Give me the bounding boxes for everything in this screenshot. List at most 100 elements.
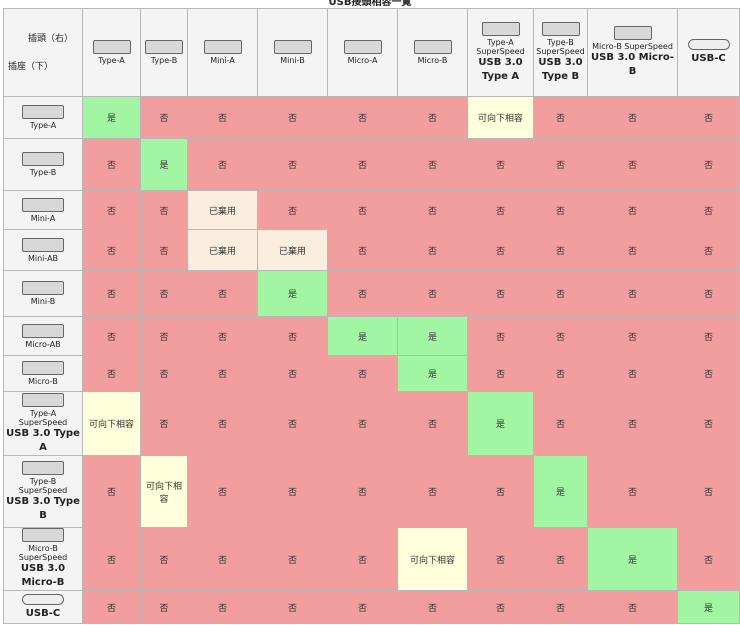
cell: 否	[397, 229, 468, 271]
cell: 否	[257, 590, 328, 624]
caption: Micro-B SuperSpeed	[18, 544, 68, 562]
caption: Micro-A	[347, 56, 378, 65]
caption: Type-B	[150, 56, 178, 65]
connector-icon	[343, 40, 382, 54]
cell: 否	[587, 229, 678, 271]
cell: 否	[82, 270, 141, 317]
socket-label: 插座（下）	[8, 61, 54, 72]
cell: 否	[82, 455, 141, 528]
cell: 否	[677, 138, 740, 191]
cell: 是	[257, 270, 328, 317]
label: USB 3.0 Type A	[6, 427, 80, 453]
cell: 否	[397, 391, 468, 456]
cell: 否	[397, 190, 468, 230]
cell: 否	[140, 355, 188, 392]
row-header: Type-A	[3, 96, 83, 139]
cell: 否	[327, 96, 398, 139]
row-header: Micro-B SuperSpeed USB 3.0 Micro-B	[3, 527, 83, 591]
label: USB 3.0 Type A	[478, 56, 523, 82]
caption: Micro-AB	[25, 339, 61, 349]
connector-icon	[22, 105, 64, 119]
cell: 否	[187, 96, 258, 139]
caption: Mini-A	[30, 213, 56, 223]
row-header: Micro-B	[3, 355, 83, 392]
cell: 否	[677, 527, 740, 591]
cell: 否	[327, 138, 398, 191]
cell: 否	[677, 270, 740, 317]
cell: 否	[257, 355, 328, 392]
connector-icon	[413, 40, 452, 54]
cell: 否	[187, 138, 258, 191]
cell: 否	[187, 270, 258, 317]
cell: 否	[677, 355, 740, 392]
cell: 否	[677, 190, 740, 230]
cell: 否	[677, 455, 740, 528]
column-header: Type-A	[82, 8, 141, 97]
column-header: Type-B	[140, 8, 188, 97]
cell: 可向下相容	[140, 455, 188, 528]
cell: 否	[533, 527, 588, 591]
corner: 插頭（右） 插座（下）	[3, 8, 83, 97]
cell: 否	[187, 391, 258, 456]
cell: 否	[587, 138, 678, 191]
cell: 是	[397, 355, 468, 392]
cell: 否	[140, 527, 188, 591]
cell: 否	[187, 527, 258, 591]
cell: 否	[257, 190, 328, 230]
cell: 否	[397, 455, 468, 528]
row: Mini-AB 否否已棄用 已棄用否否否否否否	[3, 229, 740, 271]
caption: Micro-B	[28, 377, 58, 386]
cell: 否	[467, 270, 534, 317]
cell: 否	[467, 190, 534, 230]
column-header: USB-C	[677, 8, 740, 97]
cell: 否	[677, 391, 740, 456]
cell: 否	[677, 316, 740, 356]
caption: Mini-AB	[27, 253, 59, 263]
cell: 是	[397, 316, 468, 356]
cell: 否	[257, 391, 328, 456]
row-header: Type-A SuperSpeed USB 3.0 Type A	[3, 391, 83, 456]
cell: 否	[82, 316, 141, 356]
cell: 否	[82, 190, 141, 230]
caption: Mini-A	[210, 56, 235, 65]
cell: 否	[82, 527, 141, 591]
cell: 否	[140, 270, 188, 317]
column-header: Micro-A	[327, 8, 398, 97]
cell: 可向下相容	[467, 96, 534, 139]
cell: 已棄用	[187, 229, 258, 271]
cell: 否	[187, 316, 258, 356]
cell: 否	[397, 138, 468, 191]
row: Type-A SuperSpeed USB 3.0 Type A 可向下相容否否否否…	[3, 391, 740, 456]
connector-icon	[22, 237, 64, 252]
column-header: Type-A SuperSpeed USB 3.0 Type A	[467, 8, 534, 97]
cell: 否	[467, 355, 534, 392]
cell: 否	[140, 590, 188, 624]
row: Micro-B SuperSpeed USB 3.0 Micro-B 否否否否否可向…	[3, 527, 740, 591]
caption: Type-B SuperSpeed	[536, 37, 585, 56]
label: USB 3.0 Micro-B	[591, 52, 674, 77]
cell: 否	[327, 590, 398, 624]
connector-icon	[273, 40, 312, 54]
cell: 否	[677, 229, 740, 271]
cell: 否	[467, 229, 534, 271]
connector-icon	[22, 281, 64, 295]
connector-icon	[687, 39, 730, 50]
cell: 否	[677, 96, 740, 139]
header-row: 插頭（右） 插座（下） Type-A Type-B Mini-A Mini-B Micro-…	[3, 8, 740, 97]
cell: 否	[82, 229, 141, 271]
cell: 否	[327, 355, 398, 392]
row-header: USB-C	[3, 590, 83, 624]
cell: 否	[187, 455, 258, 528]
cell: 可向下相容	[82, 391, 141, 456]
row-header: Mini-A	[3, 190, 83, 230]
connector-icon	[22, 392, 64, 407]
column-header: Mini-A	[187, 8, 258, 97]
caption: Type-A SuperSpeed	[18, 408, 68, 427]
cell: 否	[327, 455, 398, 528]
row-header: Micro-AB	[3, 316, 83, 356]
cell: 是	[82, 96, 141, 139]
cell: 否	[327, 190, 398, 230]
cell: 否	[587, 355, 678, 392]
cell: 否	[257, 316, 328, 356]
cell: 否	[533, 190, 588, 230]
